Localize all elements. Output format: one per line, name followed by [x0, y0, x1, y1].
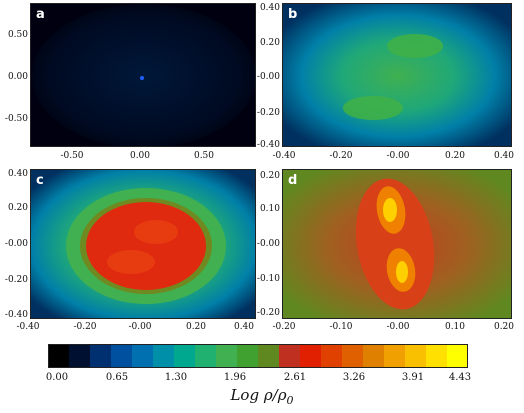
tick-b-y-0: 0.40 [259, 3, 280, 13]
colorbar [48, 344, 468, 368]
colorbar-swatch-19 [447, 344, 468, 368]
tick-c-y-1: 0.20 [7, 203, 28, 213]
colorbar-swatch-4 [132, 344, 154, 368]
colorbar-tick-3: 1.96 [223, 372, 247, 383]
tick-d-y-3: -0.10 [256, 274, 280, 284]
tick-b-x-0: -0.40 [272, 151, 296, 161]
colorbar-swatch-7 [195, 344, 217, 368]
tick-c-x-2: -0.00 [128, 322, 152, 332]
colorbar-swatch-3 [111, 344, 133, 368]
colorbar-swatch-2 [90, 344, 112, 368]
tick-a-y-0: 0.50 [7, 30, 28, 40]
colorbar-swatch-6 [174, 344, 196, 368]
tick-a-x-2: 0.50 [193, 151, 215, 161]
colorbar-swatch-17 [405, 344, 427, 368]
tick-b-x-4: 0.40 [493, 151, 515, 161]
colorbar-swatch-12 [300, 344, 322, 368]
panel-label-b: b [288, 7, 298, 22]
tick-a-y-1: 0.00 [7, 72, 28, 82]
tick-c-x-3: 0.20 [185, 322, 207, 332]
panel-b: b [282, 3, 512, 147]
tick-c-x-1: -0.20 [73, 322, 97, 332]
tick-c-y-0: 0.40 [7, 169, 28, 179]
tick-a-x-1: 0.00 [129, 151, 151, 161]
tick-d-x-0: -0.20 [272, 322, 296, 332]
panel-c-image [31, 170, 255, 318]
panel-c: c [30, 169, 256, 319]
tick-d-x-3: 0.10 [444, 322, 466, 332]
colorbar-swatch-15 [363, 344, 385, 368]
tick-d-x-2: -0.00 [386, 322, 410, 332]
tick-b-x-2: -0.00 [386, 151, 410, 161]
panel-label-d: d [288, 173, 298, 188]
colorbar-swatch-5 [153, 344, 175, 368]
tick-d-y-0: 0.20 [259, 171, 280, 181]
tick-b-y-3: -0.20 [256, 108, 280, 118]
panel-label-c: c [36, 173, 44, 188]
tick-a-x-0: -0.50 [60, 151, 84, 161]
panel-d-image [283, 170, 511, 318]
panel-d: d [282, 169, 512, 319]
tick-b-y-1: 0.20 [259, 38, 280, 48]
colorbar-border [48, 344, 468, 368]
colorbar-tick-7: 4.43 [448, 372, 472, 383]
colorbar-tick-2: 1.30 [164, 372, 188, 383]
tick-c-x-0: -0.40 [16, 322, 40, 332]
tick-d-x-4: 0.20 [493, 322, 515, 332]
tick-c-y-3: -0.20 [4, 275, 28, 285]
colorbar-label-sub: 0 [286, 394, 294, 407]
tick-b-y-2: -0.00 [256, 72, 280, 82]
colorbar-swatch-18 [426, 344, 448, 368]
colorbar-tick-0: 0.00 [45, 372, 69, 383]
colorbar-swatch-11 [279, 344, 301, 368]
colorbar-tick-4: 2.61 [283, 372, 307, 383]
panel-a-core [140, 76, 144, 80]
tick-d-y-1: 0.10 [259, 204, 280, 214]
colorbar-swatch-9 [237, 344, 259, 368]
panel-label-a: a [36, 7, 45, 22]
colorbar-tick-6: 3.91 [401, 372, 425, 383]
panel-a: a [30, 3, 256, 147]
tick-c-y-4: -0.40 [4, 310, 28, 320]
tick-b-x-1: -0.20 [329, 151, 353, 161]
colorbar-swatch-8 [216, 344, 238, 368]
tick-d-y-4: -0.20 [256, 308, 280, 318]
colorbar-swatch-13 [321, 344, 343, 368]
tick-a-y-2: -0.50 [4, 114, 28, 124]
colorbar-swatch-1 [69, 344, 91, 368]
colorbar-label-main: Log ρ/ρ [230, 386, 287, 404]
colorbar-swatch-14 [342, 344, 364, 368]
colorbar-swatch-16 [384, 344, 406, 368]
tick-d-x-1: -0.10 [329, 322, 353, 332]
tick-b-y-4: -0.40 [256, 140, 280, 150]
tick-b-x-3: 0.20 [444, 151, 466, 161]
tick-d-y-2: -0.00 [256, 239, 280, 249]
colorbar-swatch-0 [48, 344, 70, 368]
colorbar-tick-1: 0.65 [105, 372, 129, 383]
colorbar-tick-5: 3.26 [342, 372, 366, 383]
tick-c-y-2: -0.00 [4, 239, 28, 249]
colorbar-swatch-10 [258, 344, 280, 368]
tick-c-x-4: 0.40 [233, 322, 255, 332]
colorbar-label: Log ρ/ρ0 [200, 386, 324, 407]
panel-a-image [32, 4, 255, 146]
panel-b-image [283, 4, 511, 146]
